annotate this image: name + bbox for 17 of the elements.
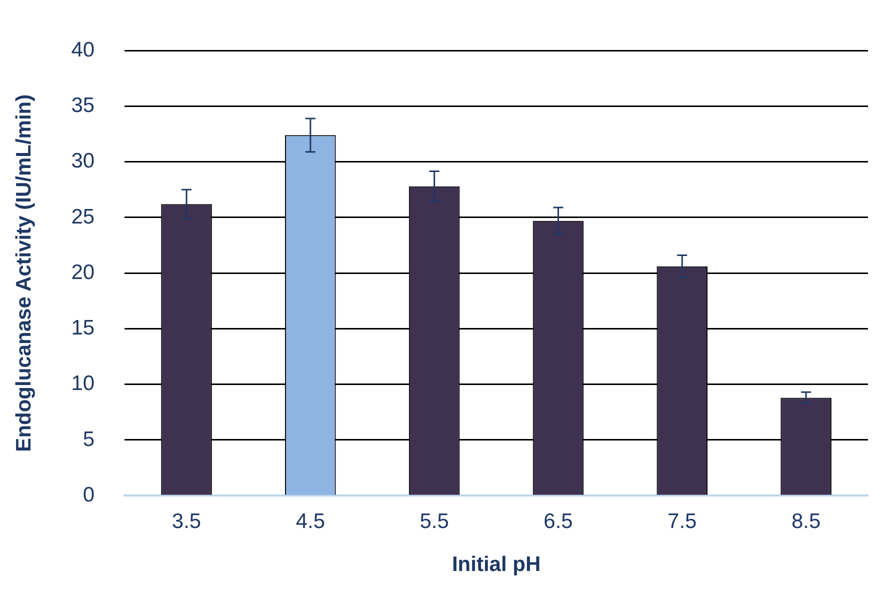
y-tick-label: 40 — [71, 38, 95, 62]
y-tick-label: 25 — [71, 205, 95, 228]
y-tick-label: 20 — [71, 260, 95, 284]
x-axis-title: Initial pH — [452, 553, 541, 576]
y-tick-label: 30 — [71, 150, 95, 173]
x-tick-label: 8.5 — [791, 510, 821, 533]
x-tick-label: 7.5 — [668, 510, 697, 533]
y-tick-label: 35 — [71, 94, 95, 118]
x-tick-label: 6.5 — [544, 510, 573, 533]
y-tick-label: 0 — [82, 483, 95, 506]
y-tick-label: 10 — [71, 372, 95, 396]
y-tick-label: 5 — [82, 428, 95, 451]
y-axis-title: Endoglucanase Activity (IU/mL/min) — [12, 94, 36, 452]
x-tick-label: 3.5 — [172, 510, 202, 533]
y-tick-label: 15 — [71, 316, 95, 340]
x-tick-label: 5.5 — [420, 510, 449, 533]
x-tick-label: 4.5 — [296, 510, 326, 533]
